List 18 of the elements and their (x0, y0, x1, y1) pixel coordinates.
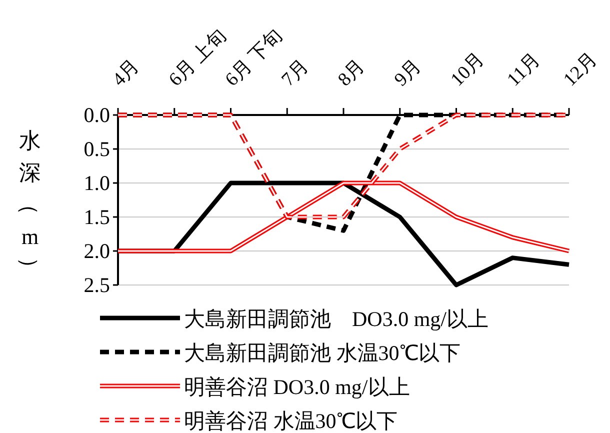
y-axis-title: 水深（m） (17, 128, 42, 279)
y-tick-label: 0.5 (84, 137, 110, 161)
x-tick-label: 4月 (108, 56, 144, 91)
y-tick-label: 2.5 (84, 273, 110, 297)
x-tick-label: 7月 (278, 56, 313, 91)
legend-label: 明善谷沼 DO3.0 mg/以上 (184, 375, 410, 399)
x-tick-label: 12月 (560, 48, 602, 91)
legend-label: 大島新田調節池 水温30℃以下 (184, 341, 460, 365)
x-tick-label: 9月 (390, 56, 426, 91)
legend-label: 大島新田調節池 DO3.0 mg/以上 (184, 307, 488, 331)
x-tick-label: 8月 (334, 56, 370, 91)
x-tick-label: 11月 (503, 49, 545, 91)
y-tick-label: 2.0 (84, 239, 110, 263)
x-tick-label: 10月 (446, 48, 489, 91)
legend-label: 明善谷沼 水温30℃以下 (184, 409, 398, 433)
y-tick-label: 0.0 (84, 103, 110, 127)
y-tick-label: 1.0 (84, 171, 110, 195)
y-tick-label: 1.5 (84, 205, 110, 229)
